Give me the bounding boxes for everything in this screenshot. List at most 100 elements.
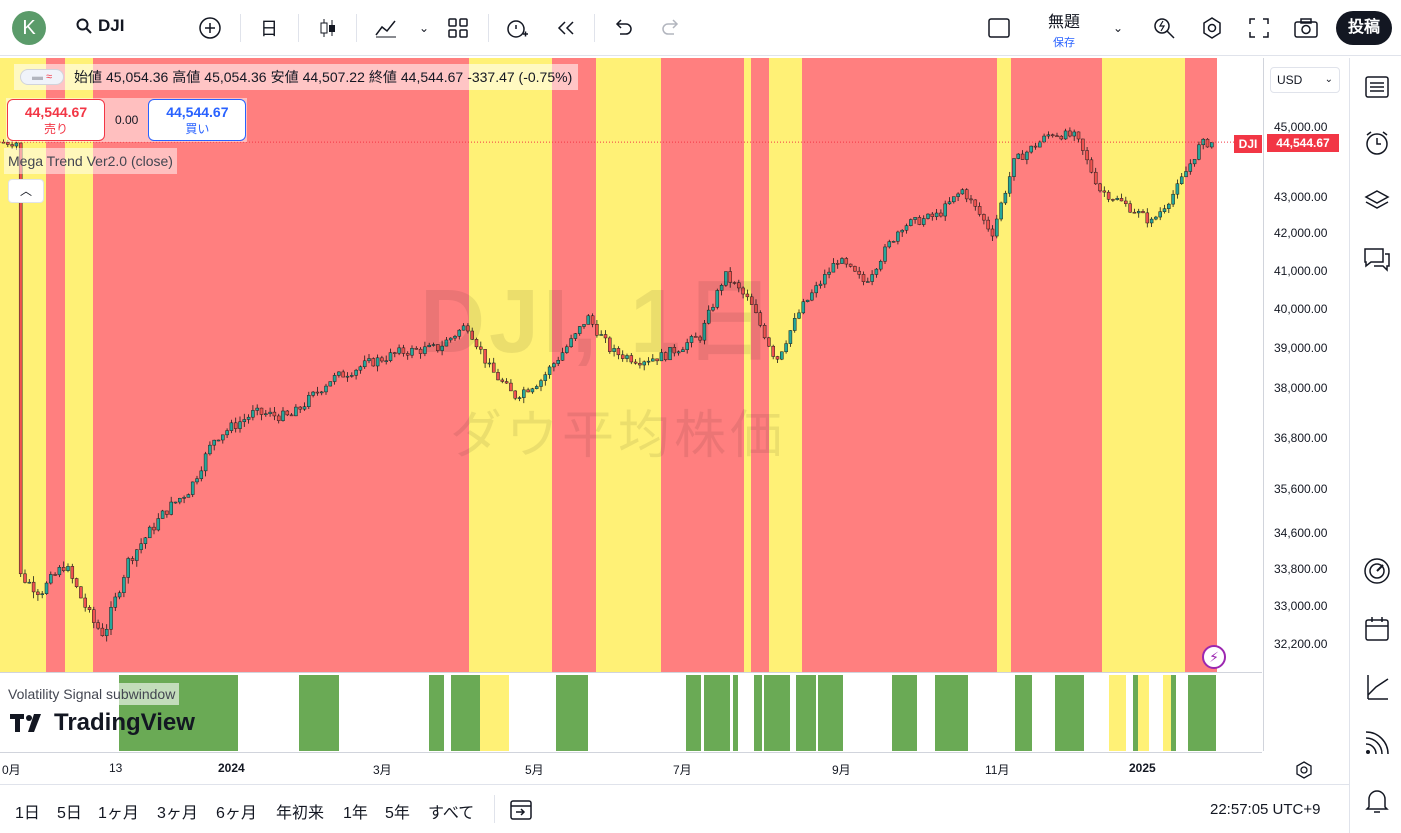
candle <box>887 241 892 248</box>
candle <box>702 322 707 341</box>
main-chart-pane[interactable]: DJI, 1日 ダウ平均株価 ▬ ≈ 始値 45,054.36 高値 45,054.… <box>0 58 1262 672</box>
candle <box>380 357 384 362</box>
bottom-toolbar: 1日 5日 1ヶ月 3ヶ月 6ヶ月 年初来 1年 5年 すべて 22:57:05… <box>0 784 1349 833</box>
signal-bar <box>429 675 444 751</box>
snapshot-button[interactable] <box>1292 14 1320 42</box>
publish-button[interactable]: 投稿 <box>1336 11 1392 45</box>
candle <box>685 342 689 350</box>
range-1m[interactable]: 1ヶ月 <box>98 805 139 822</box>
chart-type-button[interactable] <box>314 14 342 42</box>
range-all[interactable]: すべて <box>428 805 475 822</box>
candle <box>792 318 797 331</box>
redo-button[interactable] <box>657 14 685 42</box>
indicators-button[interactable] <box>372 14 400 42</box>
stream-button[interactable] <box>1362 728 1392 758</box>
sell-button[interactable]: 44,544.67 売り <box>7 99 105 141</box>
candle <box>642 361 646 366</box>
candles-icon <box>320 19 335 37</box>
time-label: 2024 <box>218 761 245 775</box>
layers-icon <box>1364 190 1390 209</box>
legend-toggle[interactable]: ▬ ≈ <box>20 69 64 85</box>
candle <box>921 218 926 225</box>
notifications-button[interactable] <box>1362 786 1392 816</box>
chevron-down-icon[interactable]: ⌄ <box>1112 21 1124 35</box>
candle <box>625 355 629 359</box>
tradingview-logo-text: TradingView <box>54 709 195 736</box>
candle <box>418 348 423 354</box>
signal-bar <box>796 675 816 751</box>
candle <box>547 366 552 375</box>
candle <box>964 189 969 200</box>
bolt-icon[interactable]: ⚡ <box>1202 645 1226 669</box>
drawing-button[interactable] <box>1362 672 1392 702</box>
range-5y[interactable]: 5年 <box>385 805 410 822</box>
alerts-button[interactable] <box>1362 128 1392 158</box>
interval-button[interactable]: 日 <box>260 19 278 39</box>
clock[interactable]: 22:57:05 UTC+9 <box>1210 801 1321 818</box>
candle <box>595 323 599 336</box>
price-axis[interactable]: USD ⌄ 45,000.00 43,000.00 42,000.00 41,000.0… <box>1263 58 1347 751</box>
candle <box>371 358 376 367</box>
watchlist-button[interactable] <box>1362 72 1392 102</box>
candle <box>758 312 763 326</box>
currency-select[interactable]: USD ⌄ <box>1270 67 1340 93</box>
candle <box>362 360 367 368</box>
candle <box>835 263 840 265</box>
candle <box>698 336 702 341</box>
candle <box>332 375 337 382</box>
current-price-label: 44,544.67 <box>1267 134 1339 152</box>
chevron-down-icon[interactable]: ⌄ <box>418 21 430 35</box>
time-label: 11月 <box>985 763 1010 777</box>
chart-title-box[interactable]: 無題 保存 <box>1030 8 1098 50</box>
calendar-button[interactable] <box>1362 614 1392 644</box>
range-5d[interactable]: 5日 <box>57 805 82 822</box>
candle <box>393 352 397 354</box>
collapse-legend-button[interactable]: ︿ <box>8 179 44 203</box>
candle <box>156 518 161 531</box>
range-ytd[interactable]: 年初来 <box>276 805 325 822</box>
close-label: 終値 <box>368 69 397 85</box>
price-tick-label: 35,600.00 <box>1274 482 1328 496</box>
candle <box>1179 176 1184 184</box>
layers-button[interactable] <box>1362 186 1392 216</box>
candle <box>672 347 677 354</box>
buy-button[interactable]: 44,544.67 買い <box>148 99 247 141</box>
pane-divider[interactable] <box>0 672 1262 673</box>
range-3m[interactable]: 3ヶ月 <box>157 805 198 822</box>
compare-add-button[interactable] <box>196 14 224 42</box>
tradingview-logo[interactable]: TradingView <box>10 709 195 737</box>
candle <box>139 543 143 550</box>
settings-button[interactable] <box>1198 14 1226 42</box>
replay-button[interactable] <box>552 14 580 42</box>
candle <box>135 549 139 561</box>
layout-select-button[interactable] <box>985 14 1013 42</box>
undo-icon <box>615 19 632 35</box>
range-6m[interactable]: 6ヶ月 <box>216 805 257 822</box>
volatility-subwindow[interactable]: Volatility Signal subwindow TradingView <box>0 673 1262 751</box>
indicator-legend[interactable]: Mega Trend Ver2.0 (close) <box>4 148 177 174</box>
candle <box>771 345 775 357</box>
goto-date-button[interactable] <box>508 797 534 823</box>
axis-settings-button[interactable] <box>1294 760 1314 780</box>
user-avatar[interactable]: K <box>12 11 46 45</box>
fullscreen-button[interactable] <box>1245 14 1273 42</box>
chat-button[interactable] <box>1362 244 1392 274</box>
candle <box>857 270 861 275</box>
quick-search-button[interactable] <box>1150 14 1178 42</box>
range-1d[interactable]: 1日 <box>15 805 40 822</box>
candle <box>491 362 496 373</box>
undo-button[interactable] <box>609 14 637 42</box>
range-1y[interactable]: 1年 <box>343 805 368 822</box>
candle <box>930 213 935 217</box>
change-value: -337.47 (-0.75%) <box>467 69 573 85</box>
alarm-add-icon <box>507 20 528 38</box>
candle <box>444 339 449 347</box>
time-axis[interactable]: 0月 13 2024 3月 5月 7月 9月 11月 2025 <box>0 752 1262 784</box>
save-status: 保存 <box>1053 37 1075 49</box>
volatility-signal-chart <box>119 675 1216 751</box>
symbol-search[interactable]: DJI <box>76 16 124 36</box>
target-button[interactable] <box>1362 556 1392 586</box>
right-sidebar <box>1349 58 1401 833</box>
alert-button[interactable] <box>503 14 531 42</box>
layout-button[interactable] <box>444 14 472 42</box>
